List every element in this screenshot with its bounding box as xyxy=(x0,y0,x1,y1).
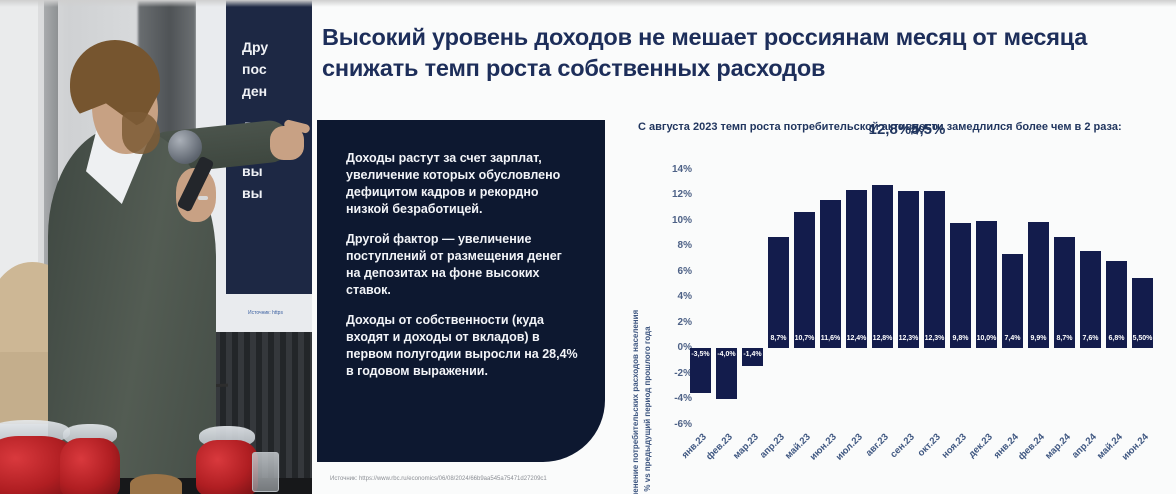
bar xyxy=(950,223,971,348)
slide-title-line2: снижать темп роста собственных расходов xyxy=(322,55,826,81)
y-tick-label: -2% xyxy=(674,367,692,379)
bar xyxy=(742,348,763,366)
info-paragraph: Другой фактор — увеличение поступлений о… xyxy=(346,232,562,297)
microphone xyxy=(168,130,202,164)
info-paragraph: Доходы растут за счет зарплат, увеличени… xyxy=(346,151,561,216)
bar xyxy=(846,189,867,348)
bar xyxy=(794,211,815,348)
bar-value-label: 9,8% xyxy=(952,335,969,342)
bar xyxy=(1080,251,1101,348)
bar-value-label: -4,0% xyxy=(717,351,736,358)
carafe-body xyxy=(196,440,258,494)
bar-value-label: 12,4% xyxy=(846,335,867,342)
y-tick-label: 4% xyxy=(677,291,692,302)
y-tick-label: 12% xyxy=(671,189,692,200)
chart-plot: 14% 12% 10% 8% 6% 4% 2% 0% -2% -4% -6% -3,5% янв.23-… xyxy=(628,112,1176,494)
bar-value-label: 10,7% xyxy=(794,335,815,342)
chart-title-line1: С августа 2023 темп роста потребительско… xyxy=(638,121,1122,133)
red-carafe xyxy=(60,424,120,494)
source-text: Источник: https://www.rbc.ru/economics/0… xyxy=(330,476,547,482)
bar xyxy=(872,184,893,348)
bar-value-label: 12,8% xyxy=(872,335,893,342)
screen-source-text: Источник: https xyxy=(248,310,283,316)
bar-value-label: 8,7% xyxy=(1056,335,1073,342)
bar-value-label: 5,50% xyxy=(1132,335,1153,342)
bar xyxy=(1132,277,1153,348)
bar-value-label: 7,4% xyxy=(1004,335,1021,342)
bar xyxy=(976,220,997,348)
drinking-glass xyxy=(252,452,279,492)
bar xyxy=(1028,221,1049,348)
bar-value-label: 10,0% xyxy=(976,335,997,342)
info-box: Доходы растут за счет зарплат, увеличени… xyxy=(317,120,605,462)
bar-value-label: 11,6% xyxy=(820,335,841,342)
slide-title-line1: Высокий уровень доходов не мешает россия… xyxy=(322,24,1088,50)
bar-value-label: 7,6% xyxy=(1082,335,1099,342)
slide-title: Высокий уровень доходов не мешает россия… xyxy=(322,22,1122,84)
chart-title: С августа 2023 темп роста потребительско… xyxy=(638,120,1176,139)
bar-chart: С августа 2023 темп роста потребительско… xyxy=(628,112,1176,494)
chart-title-line2: с 12,8% до 5,5% xyxy=(868,121,946,138)
y-tick-label: 14% xyxy=(671,163,692,175)
bar xyxy=(898,191,919,348)
bar-value-label: -1,4% xyxy=(743,351,762,358)
y-tick-label: 2% xyxy=(677,316,692,328)
wooden-object xyxy=(130,474,182,494)
bar-value-label: -3,5% xyxy=(691,351,710,358)
y-tick-label: 8% xyxy=(677,240,692,251)
bar xyxy=(1106,261,1127,348)
bar xyxy=(690,348,711,393)
y-tick-label: -4% xyxy=(674,393,692,404)
bar xyxy=(820,200,841,348)
red-carafe xyxy=(196,426,258,494)
finger-ring xyxy=(198,196,208,200)
screen-text-fragment: Дру xyxy=(242,39,269,55)
screen-text-fragment: ден xyxy=(242,83,268,99)
y-tick-label: 6% xyxy=(677,265,692,277)
carafe-body xyxy=(60,438,120,494)
bar-value-label: 6,8% xyxy=(1108,335,1125,342)
bar xyxy=(1054,237,1075,348)
bar xyxy=(924,191,945,348)
screen-text-fragment: пос xyxy=(242,61,267,77)
bar xyxy=(716,348,737,399)
photo-region: ДрупосденДохдохвывы Источник: https xyxy=(0,0,312,494)
bar-value-label: 12,3% xyxy=(924,335,945,342)
speaker-beard xyxy=(122,112,160,154)
screen-text-fragment: вы xyxy=(242,185,263,201)
info-paragraph: Доходы от собственности (куда входят и д… xyxy=(346,313,578,378)
bar-value-label: 12,3% xyxy=(898,335,919,342)
bar-value-label: 8,7% xyxy=(770,335,787,342)
screen-text-fragment: вы xyxy=(242,163,263,179)
bar xyxy=(768,237,789,348)
top-shading xyxy=(0,0,1176,7)
y-tick-label: 10% xyxy=(671,214,692,226)
y-tick-label: 0% xyxy=(677,342,692,353)
bar-value-label: 9,9% xyxy=(1030,335,1047,342)
y-tick-label: -6% xyxy=(674,418,692,430)
bar xyxy=(1002,253,1023,348)
